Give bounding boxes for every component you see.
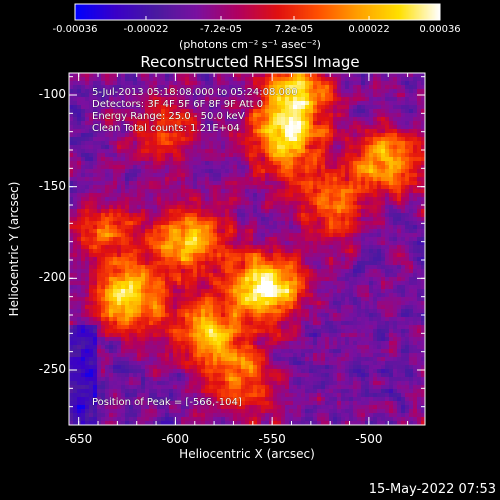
colorbar-tick-label: -7.2e-05 bbox=[200, 24, 242, 35]
x-tick-label: -650 bbox=[65, 432, 93, 446]
x-tick-label: -550 bbox=[258, 432, 286, 446]
x-tick-label: -500 bbox=[355, 432, 383, 446]
y-tick-label: -150 bbox=[38, 178, 66, 193]
annotation-peak-position: Position of Peak = [-566,-104] bbox=[92, 397, 242, 408]
colorbar-tick-label: 0.00022 bbox=[348, 24, 390, 35]
y-tick-label: -250 bbox=[38, 362, 66, 376]
colorbar bbox=[75, 4, 440, 20]
annotation-energy: Energy Range: 25.0 - 50.0 keV bbox=[92, 111, 245, 122]
colorbar-tick-label: -0.00022 bbox=[123, 24, 169, 35]
colorbar-frame bbox=[74, 3, 441, 21]
x-tick-label: -600 bbox=[161, 432, 190, 446]
annotation-time-range: 5-Jul-2013 05:18:08.000 to 05:24:08.000 bbox=[92, 87, 298, 98]
plot-frame bbox=[68, 72, 426, 426]
footer-timestamp: 15-May-2022 07:53 bbox=[368, 482, 496, 497]
colorbar-unit-label: (photons cm⁻² s⁻¹ asec⁻²) bbox=[179, 38, 321, 51]
y-tick-label: -100 bbox=[38, 87, 66, 101]
y-axis-label: Heliocentric Y (arcsec) bbox=[7, 181, 21, 317]
heatmap-image bbox=[69, 73, 425, 425]
x-axis-label: Heliocentric X (arcsec) bbox=[179, 447, 315, 461]
y-tick-label: -200 bbox=[38, 270, 66, 285]
colorbar-tick-label: 7.2e-05 bbox=[274, 24, 314, 35]
chart-title: Reconstructed RHESSI Image bbox=[140, 53, 360, 71]
tick-marks bbox=[69, 16, 441, 425]
annotation-detectors: Detectors: 3F 4F 5F 6F 8F 9F Att 0 bbox=[92, 99, 264, 110]
colorbar-tick-label: 0.00036 bbox=[419, 24, 461, 35]
annotation-method: Clean Total counts: 1.21E+04 bbox=[92, 123, 240, 134]
colorbar-tick-label: -0.00036 bbox=[52, 24, 98, 35]
